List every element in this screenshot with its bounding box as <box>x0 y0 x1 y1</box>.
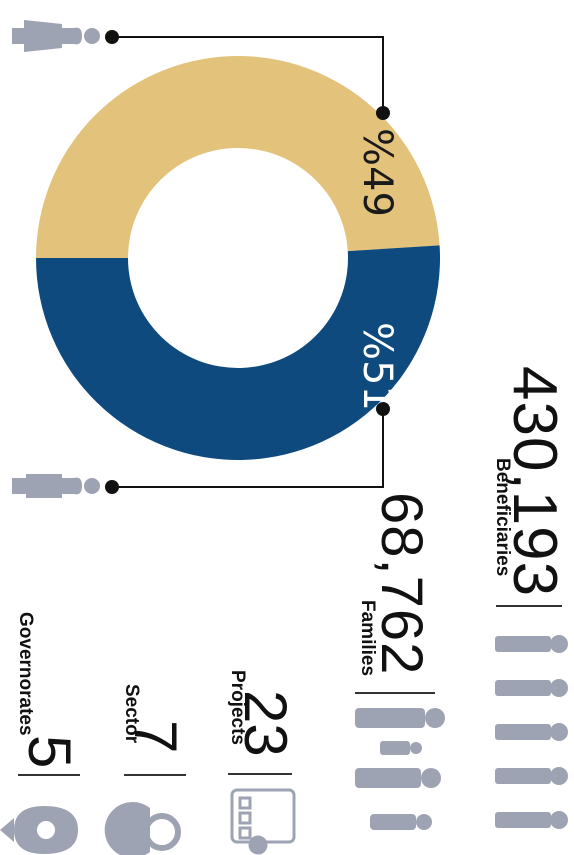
pie-gear-icon <box>104 802 181 855</box>
location-pin-icon <box>0 806 78 854</box>
governorates-divider <box>18 774 80 776</box>
governorates-label: Governorates <box>15 612 36 736</box>
sector-label: Sector <box>121 684 142 744</box>
male-connector-dot-start <box>105 480 119 494</box>
male-connector-dot-end <box>376 402 390 416</box>
sector-divider <box>124 774 186 776</box>
male-person-icon <box>12 474 100 498</box>
people-group-icon <box>495 635 568 829</box>
female-connector-dot-start <box>105 30 119 44</box>
slice-label-female: %49 <box>354 128 400 217</box>
male-connector <box>112 409 384 488</box>
families-divider <box>355 692 435 694</box>
donut-slice-1 <box>36 245 441 461</box>
clipboard-gear-icon <box>230 788 296 855</box>
donut-slice-0 <box>36 56 440 258</box>
slice-label-male: %51 <box>354 322 400 411</box>
family-icon <box>355 708 445 830</box>
beneficiaries-label: Beneficiaries <box>492 458 513 577</box>
families-label: Families <box>357 600 378 677</box>
governorates-value: 5 <box>16 735 83 769</box>
female-connector <box>112 36 384 113</box>
female-person-icon <box>12 20 100 52</box>
families-value: 68,762 <box>369 492 434 676</box>
projects-divider <box>228 773 292 775</box>
projects-label: Projects <box>227 670 248 745</box>
female-connector-dot-end <box>376 106 390 120</box>
beneficiaries-divider <box>496 605 562 607</box>
